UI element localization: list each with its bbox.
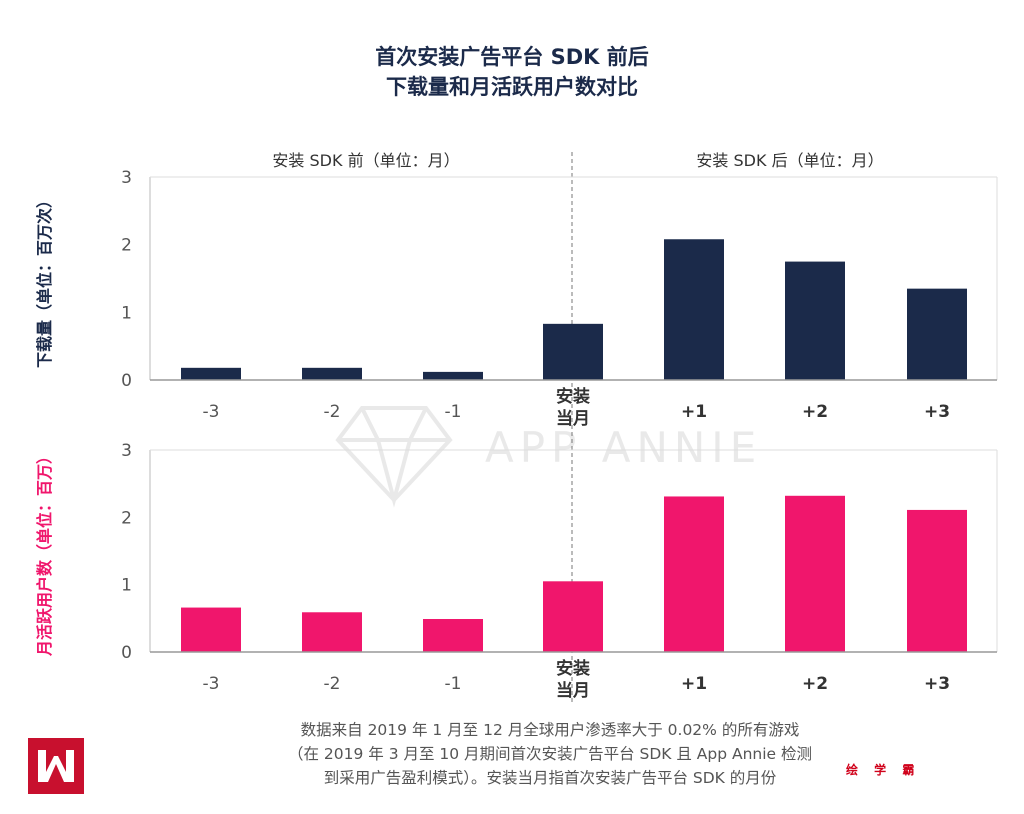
- downloads-bar: [907, 288, 967, 380]
- mau-bar: [543, 581, 603, 652]
- mau-x-tick-label: -3: [203, 674, 220, 694]
- downloads-x-tick-label: +3: [924, 402, 950, 422]
- downloads-x-tick-label: +2: [802, 402, 828, 422]
- mau-chart: 0 1 2 3 -3 -2 -1 安装当月 +1 +2 +3: [121, 441, 998, 701]
- footnote-line3: 到采用广告盈利模式）。安装当月指首次安装广告平台 SDK 的月份: [323, 769, 777, 787]
- watermark-text: APP ANNIE: [485, 423, 762, 472]
- downloads-chart: 0 1 2 3 -3 -2 -1 安装当月 +1 +2 +3: [121, 168, 998, 429]
- mau-x-tick-label: +2: [802, 674, 828, 694]
- mau-bar: [907, 509, 967, 652]
- app-annie-watermark: APP ANNIE: [335, 406, 762, 508]
- downloads-bar: [181, 367, 241, 380]
- downloads-y-title: 下载量（单位：百万次）: [35, 192, 54, 368]
- downloads-bar: [664, 239, 724, 380]
- chart-title-line2: 下载量和月活跃用户数对比: [386, 75, 638, 99]
- section-label-before: 安装 SDK 前（单位：月）: [272, 151, 459, 170]
- downloads-x-tick-label: -3: [203, 402, 220, 422]
- downloads-y-tick-label: 3: [121, 168, 132, 188]
- mau-x-tick-label: 安装当月: [556, 658, 590, 701]
- mau-bar: [302, 612, 362, 652]
- mau-bar: [423, 619, 483, 652]
- downloads-x-tick-label: -2: [324, 402, 341, 422]
- mau-y-title: 月活跃用户数（单位：百万）: [35, 448, 54, 657]
- downloads-x-tick-label: 安装当月: [556, 386, 590, 429]
- mau-bar: [181, 607, 241, 652]
- downloads-bar: [423, 371, 483, 380]
- downloads-bar: [785, 261, 845, 380]
- mau-y-tick-label: 2: [121, 508, 132, 528]
- downloads-y-tick-label: 1: [121, 303, 132, 323]
- chart-title-line1: 首次安装广告平台 SDK 前后: [375, 45, 649, 69]
- section-label-after: 安装 SDK 后（单位：月）: [696, 151, 883, 170]
- mau-bar: [664, 496, 724, 652]
- chart-title: 首次安装广告平台 SDK 前后 下载量和月活跃用户数对比: [0, 42, 1024, 102]
- mau-x-tick-label: +1: [681, 674, 707, 694]
- mau-y-tick-label: 3: [121, 441, 132, 461]
- downloads-y-tick-label: 2: [121, 236, 132, 256]
- mau-y-tick-label: 0: [121, 643, 132, 663]
- footnote-line1: 数据来自 2019 年 1 月至 12 月全球用户渗透率大于 0.02% 的所有…: [300, 721, 800, 739]
- downloads-bar: [543, 323, 603, 380]
- mau-x-tick-label: -2: [324, 674, 341, 694]
- mau-x-tick-label: -1: [445, 674, 462, 694]
- mau-y-tick-label: 1: [121, 576, 132, 596]
- downloads-bar: [302, 367, 362, 380]
- diamond-icon: [335, 406, 453, 508]
- brand-logo-icon: [28, 738, 84, 794]
- downloads-x-tick-label: +1: [681, 402, 707, 422]
- mau-bar: [785, 495, 845, 652]
- downloads-y-tick-label: 0: [121, 371, 132, 391]
- mau-x-tick-label: +3: [924, 674, 950, 694]
- downloads-x-tick-label: -1: [445, 402, 462, 422]
- footnote-line2: （在 2019 年 3 月至 10 月期间首次安装广告平台 SDK 且 App …: [287, 745, 813, 763]
- footnote: 数据来自 2019 年 1 月至 12 月全球用户渗透率大于 0.02% 的所有…: [200, 718, 900, 790]
- brand-mark-text: 绘 学 霸: [846, 763, 921, 777]
